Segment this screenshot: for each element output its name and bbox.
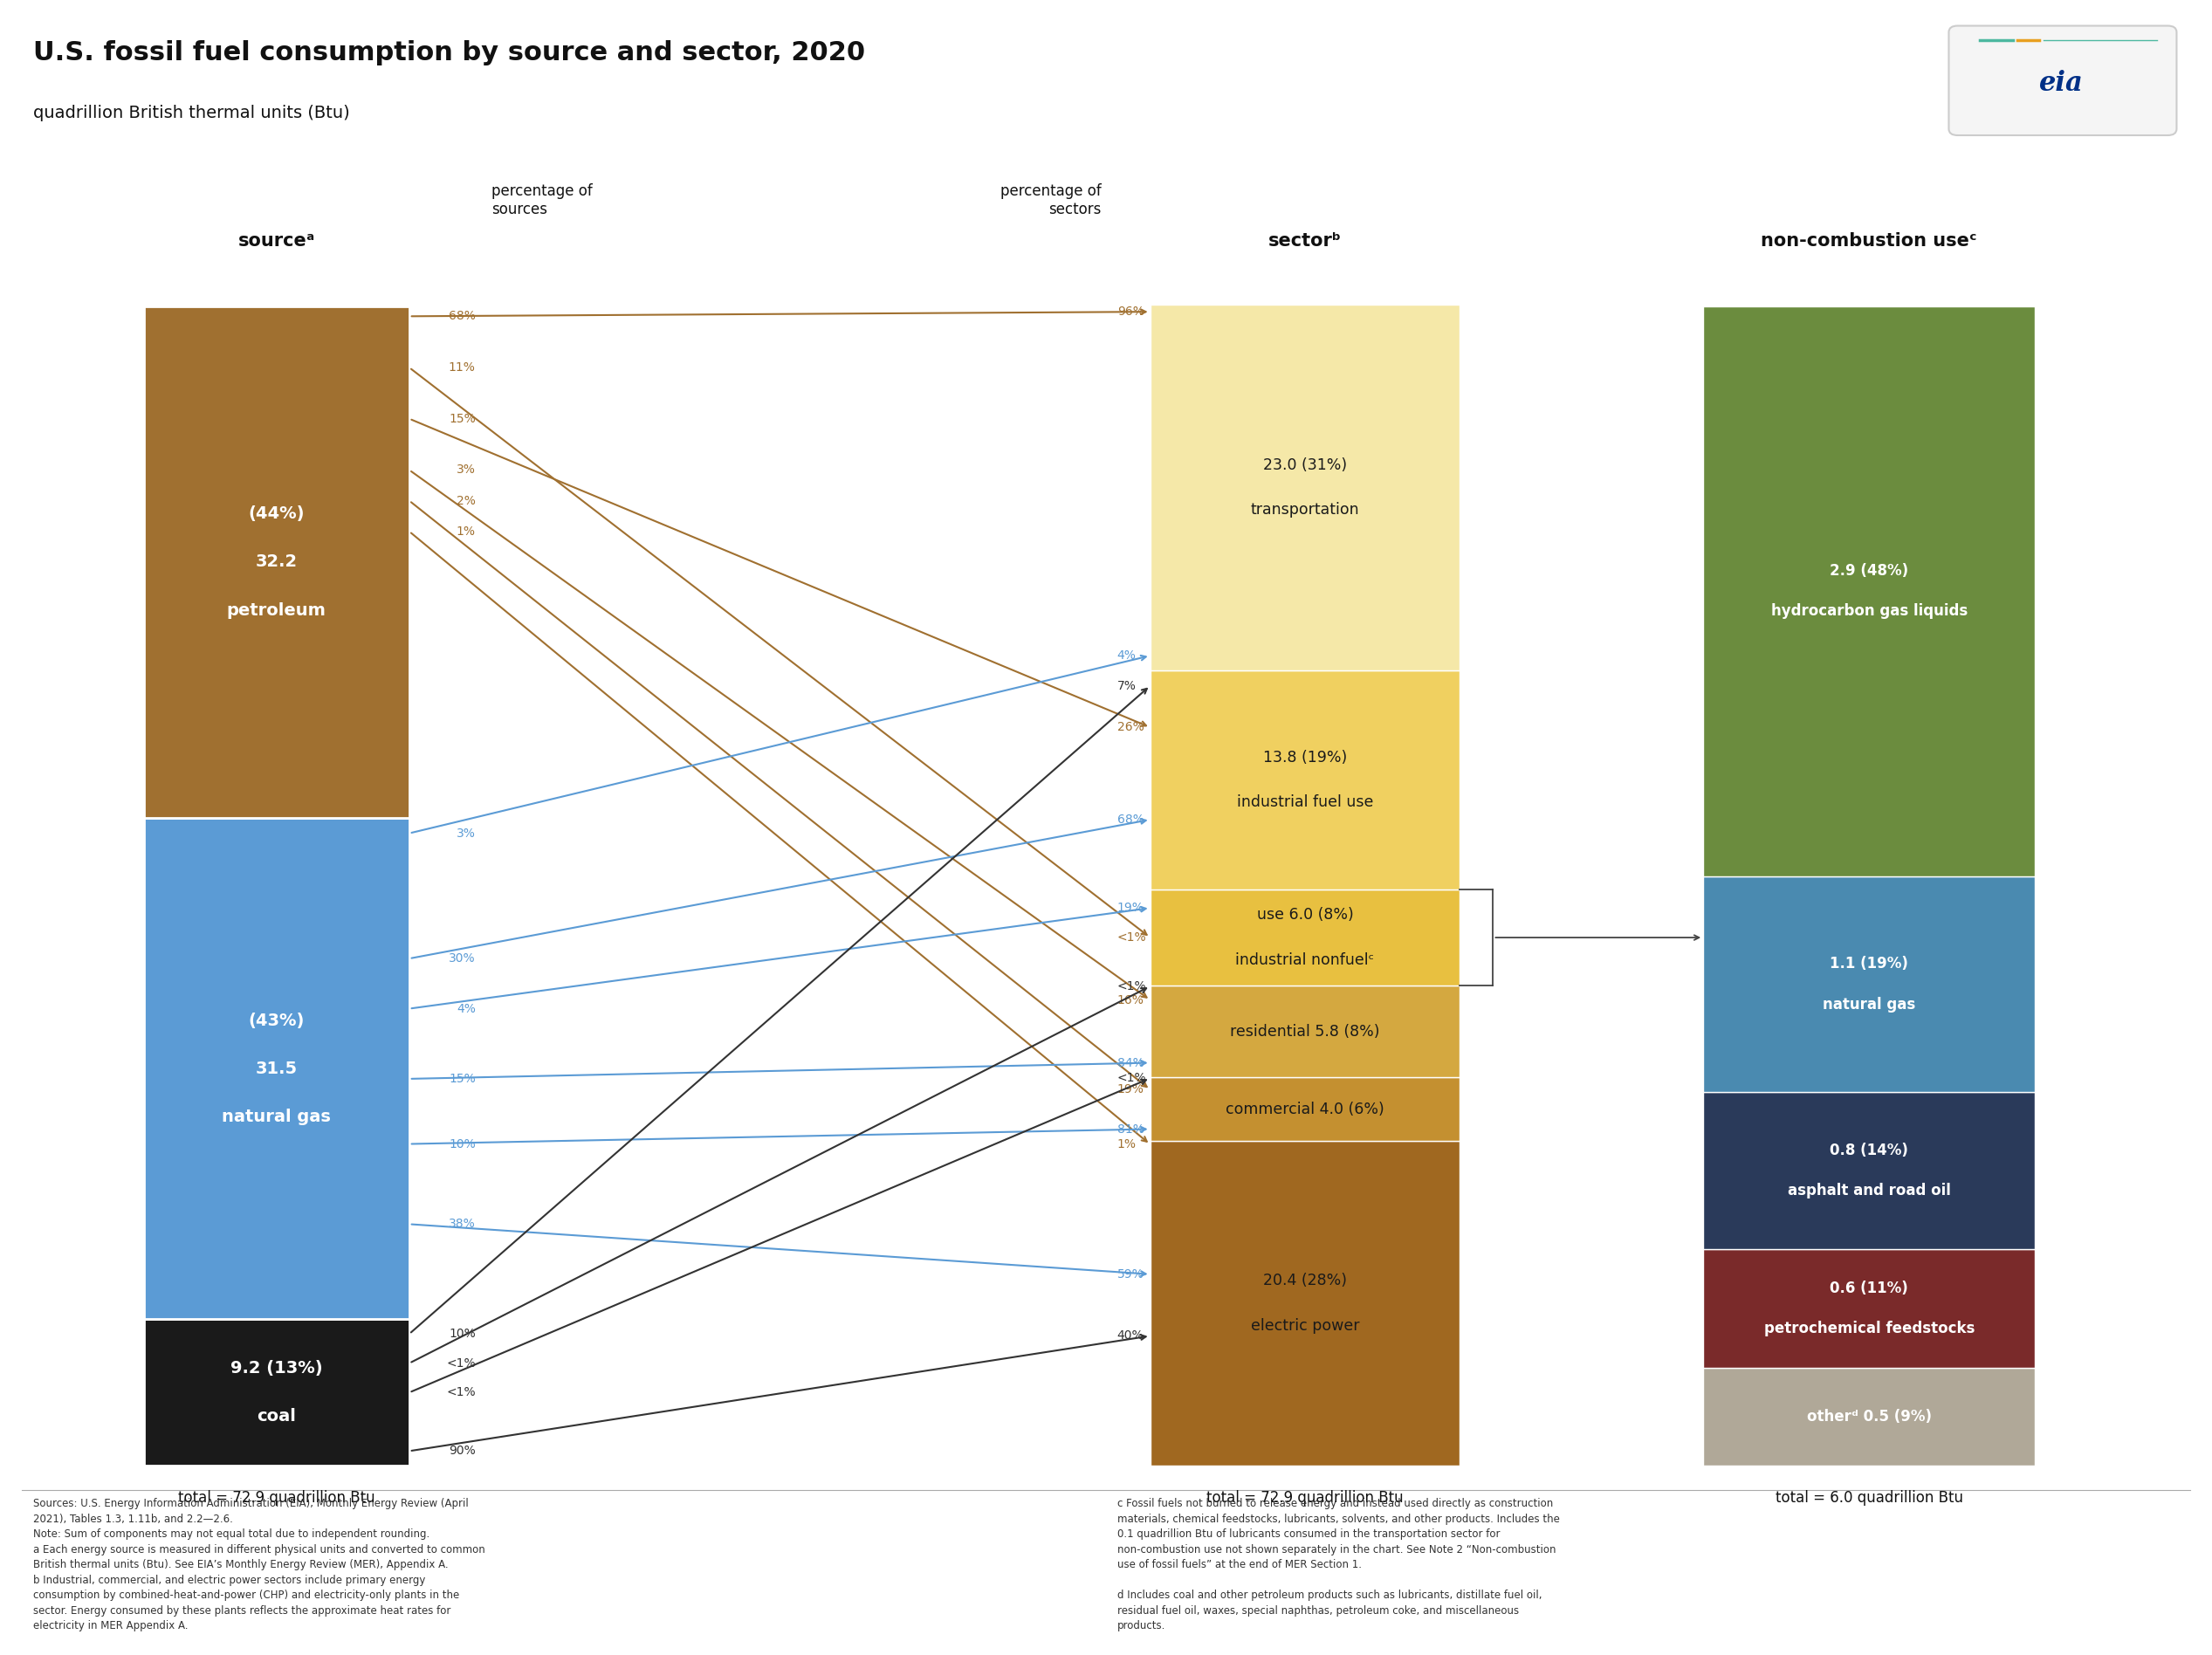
Text: 10%: 10% bbox=[449, 1139, 476, 1150]
Text: use 6.0 (8%): use 6.0 (8%) bbox=[1256, 907, 1354, 923]
Text: eia: eia bbox=[2039, 70, 2084, 98]
Text: sourceᵃ: sourceᵃ bbox=[239, 232, 314, 250]
Text: natural gas: natural gas bbox=[221, 1109, 332, 1125]
Text: quadrillion British thermal units (Btu): quadrillion British thermal units (Btu) bbox=[33, 104, 349, 121]
Bar bbox=[1150, 1142, 1460, 1466]
Text: 15%: 15% bbox=[449, 412, 476, 425]
Text: percentage of
sectors: percentage of sectors bbox=[1000, 184, 1102, 217]
Text: total = 72.9 quadrillion Btu: total = 72.9 quadrillion Btu bbox=[177, 1490, 376, 1506]
Text: 40%: 40% bbox=[1117, 1329, 1144, 1342]
Text: total = 72.9 quadrillion Btu: total = 72.9 quadrillion Btu bbox=[1206, 1490, 1405, 1506]
Text: 23.0 (31%): 23.0 (31%) bbox=[1263, 457, 1347, 473]
Text: coal: coal bbox=[257, 1408, 296, 1425]
Bar bbox=[144, 818, 409, 1319]
Text: <1%: <1% bbox=[1117, 1072, 1146, 1084]
Text: electric power: electric power bbox=[1250, 1317, 1360, 1334]
Text: 13.8 (19%): 13.8 (19%) bbox=[1263, 750, 1347, 765]
Text: 7%: 7% bbox=[1117, 680, 1137, 692]
Text: 26%: 26% bbox=[1117, 722, 1144, 733]
Text: percentage of
sources: percentage of sources bbox=[491, 184, 593, 217]
Text: U.S. fossil fuel consumption by source and sector, 2020: U.S. fossil fuel consumption by source a… bbox=[33, 40, 865, 66]
Text: 84%: 84% bbox=[1117, 1056, 1144, 1069]
Text: (44%): (44%) bbox=[248, 505, 305, 521]
Text: 59%: 59% bbox=[1117, 1268, 1144, 1281]
Text: <1%: <1% bbox=[447, 1357, 476, 1369]
Bar bbox=[1150, 985, 1460, 1077]
Text: 31.5: 31.5 bbox=[257, 1061, 296, 1077]
Text: 15%: 15% bbox=[449, 1072, 476, 1086]
Text: otherᵈ 0.5 (9%): otherᵈ 0.5 (9%) bbox=[1807, 1408, 1931, 1425]
Text: 3%: 3% bbox=[456, 463, 476, 477]
Bar bbox=[1703, 875, 2035, 1092]
Bar bbox=[1703, 1367, 2035, 1466]
Text: 96%: 96% bbox=[1117, 306, 1144, 318]
Text: petroleum: petroleum bbox=[228, 602, 325, 619]
Text: c Fossil fuels not burned to release energy and instead used directly as constru: c Fossil fuels not burned to release ene… bbox=[1117, 1498, 1559, 1632]
Bar bbox=[144, 1319, 409, 1466]
Text: 1%: 1% bbox=[1117, 1139, 1137, 1150]
Text: 32.2: 32.2 bbox=[257, 554, 296, 571]
Text: industrial nonfuelᶜ: industrial nonfuelᶜ bbox=[1237, 952, 1374, 968]
Text: petrochemical feedstocks: petrochemical feedstocks bbox=[1763, 1321, 1975, 1337]
Bar bbox=[1703, 1250, 2035, 1367]
Text: 68%: 68% bbox=[449, 309, 476, 323]
FancyBboxPatch shape bbox=[1949, 26, 2177, 136]
Text: <1%: <1% bbox=[1117, 932, 1146, 943]
Text: 38%: 38% bbox=[449, 1218, 476, 1230]
Bar bbox=[1150, 305, 1460, 670]
Text: 1%: 1% bbox=[456, 525, 476, 538]
Bar bbox=[1150, 890, 1460, 985]
Text: 2%: 2% bbox=[456, 495, 476, 506]
Text: 2.9 (48%): 2.9 (48%) bbox=[1829, 563, 1909, 579]
Text: 10%: 10% bbox=[449, 1327, 476, 1341]
Text: 16%: 16% bbox=[1117, 995, 1144, 1006]
Text: commercial 4.0 (6%): commercial 4.0 (6%) bbox=[1225, 1102, 1385, 1117]
Text: 81%: 81% bbox=[1117, 1124, 1144, 1135]
Bar bbox=[144, 306, 409, 818]
Text: 11%: 11% bbox=[449, 361, 476, 374]
Text: 4%: 4% bbox=[456, 1003, 476, 1015]
Text: (43%): (43%) bbox=[248, 1013, 305, 1029]
Bar bbox=[1703, 306, 2035, 875]
Text: 9.2 (13%): 9.2 (13%) bbox=[230, 1360, 323, 1377]
Text: asphalt and road oil: asphalt and road oil bbox=[1787, 1183, 1951, 1198]
Text: <1%: <1% bbox=[1117, 980, 1146, 993]
Text: 90%: 90% bbox=[449, 1445, 476, 1456]
Text: 19%: 19% bbox=[1117, 902, 1144, 914]
Text: transportation: transportation bbox=[1250, 501, 1360, 518]
Bar bbox=[1150, 670, 1460, 890]
Text: hydrocarbon gas liquids: hydrocarbon gas liquids bbox=[1772, 604, 1966, 619]
Bar bbox=[1703, 1092, 2035, 1250]
Text: non-combustion useᶜ: non-combustion useᶜ bbox=[1761, 232, 1978, 250]
Text: Sources: U.S. Energy Information Administration (EIA), Monthly Energy Review (Ap: Sources: U.S. Energy Information Adminis… bbox=[33, 1498, 484, 1632]
Text: 20.4 (28%): 20.4 (28%) bbox=[1263, 1273, 1347, 1289]
Text: residential 5.8 (8%): residential 5.8 (8%) bbox=[1230, 1023, 1380, 1039]
Text: industrial fuel use: industrial fuel use bbox=[1237, 794, 1374, 811]
Text: 3%: 3% bbox=[456, 828, 476, 839]
Text: natural gas: natural gas bbox=[1823, 996, 1916, 1013]
Text: total = 6.0 quadrillion Btu: total = 6.0 quadrillion Btu bbox=[1776, 1490, 1962, 1506]
Text: 0.6 (11%): 0.6 (11%) bbox=[1829, 1281, 1909, 1296]
Text: 68%: 68% bbox=[1117, 814, 1144, 826]
Text: 4%: 4% bbox=[1117, 649, 1137, 662]
Text: <1%: <1% bbox=[447, 1387, 476, 1398]
Text: 0.8 (14%): 0.8 (14%) bbox=[1829, 1144, 1909, 1158]
Text: 1.1 (19%): 1.1 (19%) bbox=[1829, 957, 1909, 971]
Bar bbox=[1150, 1077, 1460, 1142]
Text: 30%: 30% bbox=[449, 952, 476, 965]
Text: 19%: 19% bbox=[1117, 1084, 1144, 1096]
Text: sectorᵇ: sectorᵇ bbox=[1267, 232, 1343, 250]
